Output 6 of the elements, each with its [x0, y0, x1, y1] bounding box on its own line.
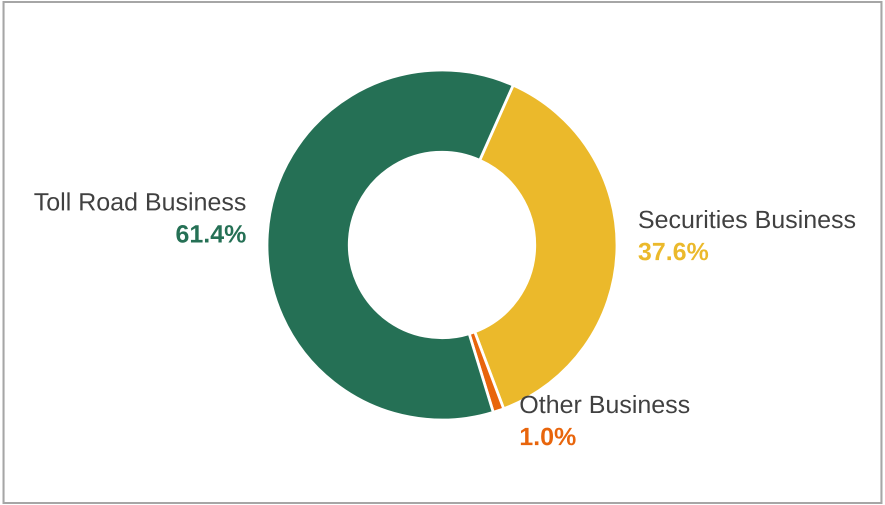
- data-label: 1.0%: [520, 428, 576, 446]
- data-label: 37.6%: [638, 242, 708, 260]
- slice-label: Toll Road Business: [34, 192, 246, 211]
- slice-label: Securities Business: [639, 210, 856, 228]
- data-label: 61.4%: [176, 225, 246, 243]
- slice-label: Other Business: [520, 394, 690, 414]
